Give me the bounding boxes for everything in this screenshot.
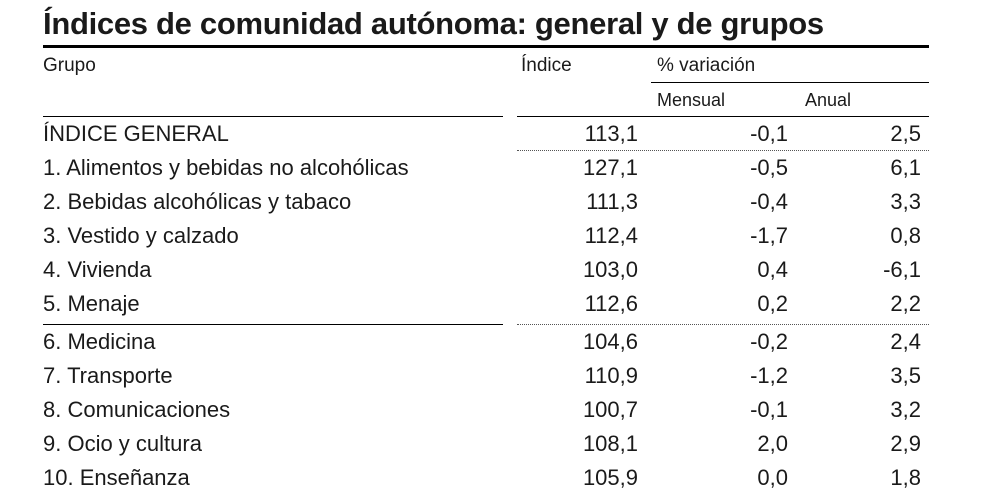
header-rule-name [43,116,503,117]
indice-value: 105,9 [582,465,638,490]
mensual-value: -1,7 [750,223,788,248]
table-title: Índices de comunidad autónoma: general y… [43,6,824,41]
general-dotted-rule [517,150,929,151]
anual-value: 3,2 [890,397,921,422]
table-row: 8. Comunicaciones 100,7 -0,1 3,2 [0,393,990,426]
table-row: 2. Bebidas alcohólicas y tabaco 111,3 -0,4… [0,185,990,218]
anual-value: 6,1 [890,155,921,180]
indice-value: 112,4 [584,223,638,248]
indice-value: 108,1 [582,431,638,456]
section-rule-name [43,324,503,325]
group-name: 6. Medicina [43,329,156,354]
table-row: 9. Ocio y cultura 108,1 2,0 2,9 [0,427,990,460]
header-variacion: % variación [657,55,756,76]
mensual-value: -1,2 [750,363,788,388]
mensual-value: -0,1 [750,397,788,422]
mensual-value: 0,2 [757,291,788,316]
mensual-value: 0,0 [757,465,788,490]
indice-value: 110,9 [584,363,638,388]
indice-value: 103,0 [582,257,638,282]
header-anual: Anual [805,90,852,110]
table-row: 5. Menaje 112,6 0,2 2,2 [0,287,990,320]
anual-value: 2,2 [890,291,921,316]
group-name: 2. Bebidas alcohólicas y tabaco [43,189,352,214]
header-indice: Índice [521,55,572,76]
group-name: 10. Enseñanza [43,465,190,490]
table-row: 1. Alimentos y bebidas no alcohólicas 127… [0,151,990,184]
anual-value: 3,3 [890,189,921,214]
indice-value: 127,1 [582,155,638,180]
anual-value: 1,8 [890,465,921,490]
header-mensual: Mensual [657,90,726,110]
indice-value: 111,3 [586,189,638,214]
group-name: 7. Transporte [43,363,173,388]
table-row: 10. Enseñanza 105,9 0,0 1,8 [0,461,990,494]
group-name: 9. Ocio y cultura [43,431,202,456]
title-rule [43,45,929,48]
group-name: 3. Vestido y calzado [43,223,239,248]
group-name: ÍNDICE GENERAL [43,121,229,146]
section-dotted-rule [517,324,929,325]
table-row: 4. Vivienda 103,0 0,4 -6,1 [0,253,990,286]
mensual-value: -0,4 [750,189,788,214]
indice-value: 104,6 [582,329,638,354]
indice-value: 100,7 [582,397,638,422]
general-row: ÍNDICE GENERAL 113,1 -0,1 2,5 [0,117,990,150]
group-name: 8. Comunicaciones [43,397,231,422]
group-name: 4. Vivienda [43,257,152,282]
indice-value: 112,6 [584,291,638,316]
table-row: 6. Medicina 104,6 -0,2 2,4 [0,325,990,358]
group-name: 1. Alimentos y bebidas no alcohólicas [43,155,409,180]
anual-value: 3,5 [890,363,921,388]
group-name: 5. Menaje [43,291,140,316]
header-rule-values [517,116,929,117]
header-variacion-rule [651,82,929,83]
mensual-value: -0,5 [750,155,788,180]
mensual-value: -0,1 [750,121,788,146]
anual-value: 2,5 [890,121,921,146]
mensual-value: 2,0 [757,431,788,456]
anual-value: -6,1 [883,257,921,282]
anual-value: 0,8 [890,223,921,248]
header-grupo: Grupo [43,55,96,76]
mensual-value: -0,2 [750,329,788,354]
table-row: 3. Vestido y calzado 112,4 -1,7 0,8 [0,219,990,252]
indice-value: 113,1 [584,121,638,146]
mensual-value: 0,4 [757,257,788,282]
anual-value: 2,9 [890,431,921,456]
anual-value: 2,4 [890,329,921,354]
table-row: 7. Transporte 110,9 -1,2 3,5 [0,359,990,392]
